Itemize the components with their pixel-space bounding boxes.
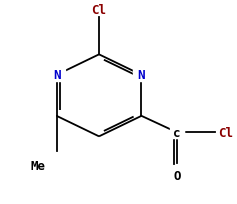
Text: N: N (138, 69, 145, 82)
Polygon shape (170, 127, 184, 138)
Text: Me: Me (31, 159, 46, 172)
Text: Cl: Cl (218, 126, 233, 139)
Text: O: O (173, 169, 181, 182)
Text: c: c (173, 126, 181, 139)
Polygon shape (133, 69, 150, 82)
Text: N: N (53, 69, 60, 82)
Polygon shape (48, 69, 65, 82)
Text: Cl: Cl (91, 4, 106, 17)
